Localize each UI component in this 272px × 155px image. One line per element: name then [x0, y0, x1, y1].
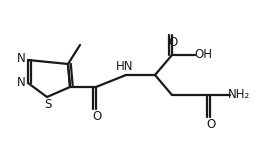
- Text: N: N: [17, 75, 25, 89]
- Text: NH₂: NH₂: [228, 88, 250, 100]
- Text: OH: OH: [194, 47, 212, 60]
- Text: O: O: [206, 117, 216, 131]
- Text: HN: HN: [116, 60, 134, 73]
- Text: O: O: [168, 35, 178, 49]
- Text: S: S: [44, 98, 52, 111]
- Text: N: N: [17, 53, 25, 66]
- Text: O: O: [92, 109, 102, 122]
